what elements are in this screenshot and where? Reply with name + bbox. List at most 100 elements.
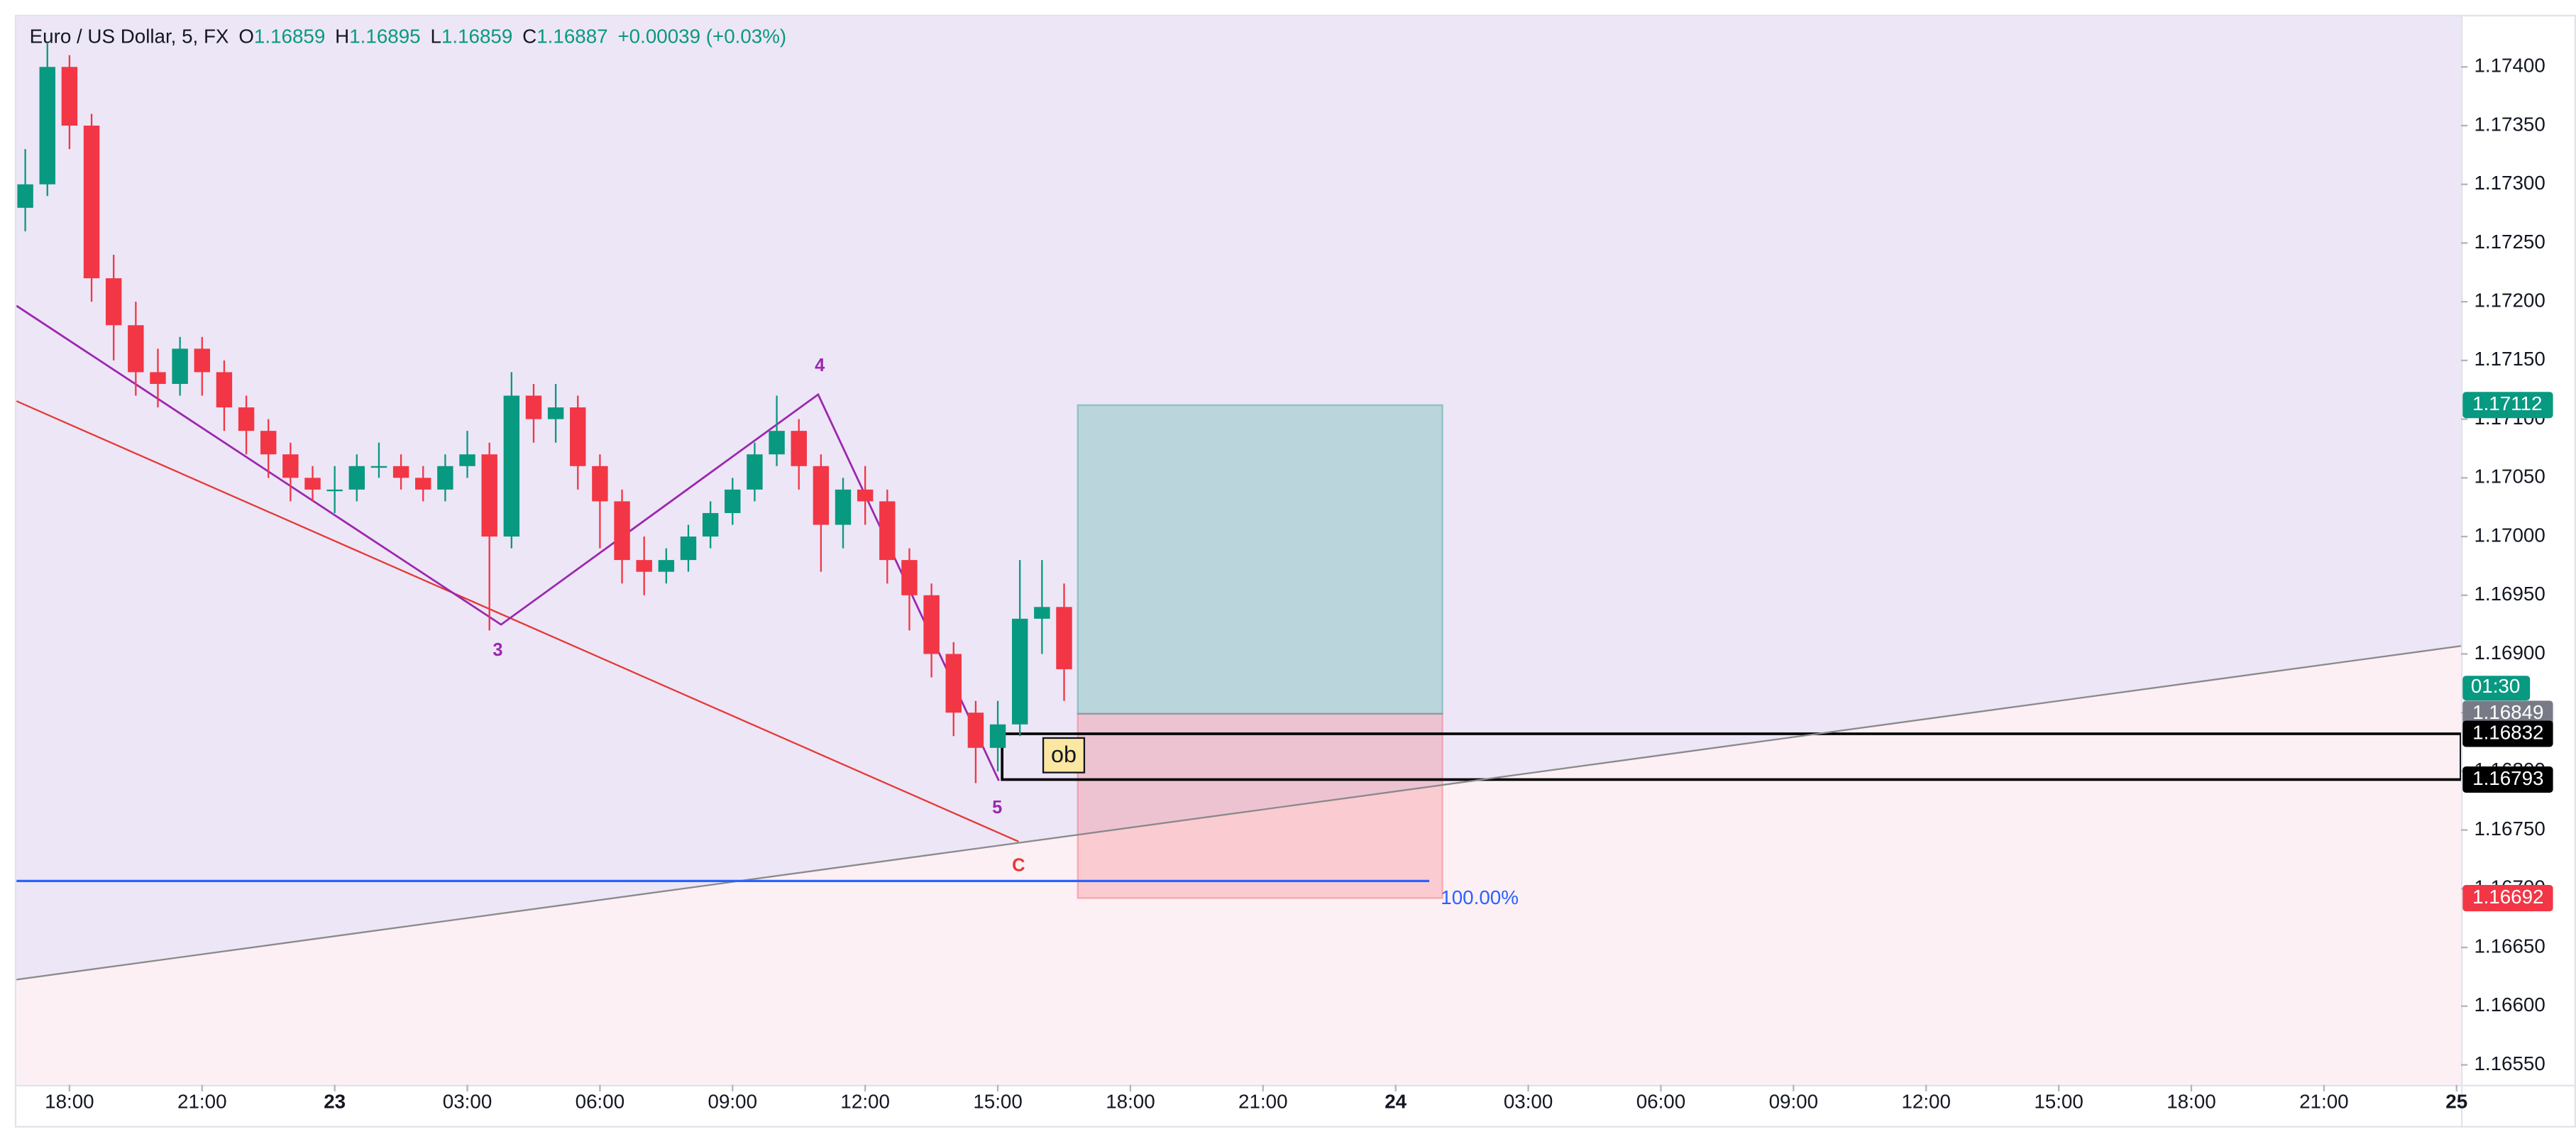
target-zone (1077, 404, 1443, 715)
y-tick-label: 1.16750 (2474, 818, 2545, 840)
price-tag: 1.16793 (2472, 767, 2543, 789)
candle-body (304, 478, 321, 490)
candle-body (1034, 607, 1050, 619)
ohlc-label: C (522, 26, 536, 48)
x-tick-label: 09:00 (708, 1090, 757, 1112)
y-tick-label: 1.17400 (2474, 55, 2545, 77)
x-tick-label: 21:00 (1238, 1090, 1287, 1112)
candle-body (105, 278, 122, 326)
x-tick-label: 03:00 (1504, 1090, 1553, 1112)
candle-body (680, 537, 697, 561)
x-tick-label: 23 (324, 1090, 346, 1112)
x-tick-label: 15:00 (2034, 1090, 2083, 1112)
candle-body (547, 407, 564, 419)
price-tag: 1.16692 (2472, 886, 2543, 908)
ohlc-value: 1.16859 (441, 26, 512, 48)
ohlc-label: O (238, 26, 254, 48)
x-tick-label: 25 (2445, 1090, 2467, 1112)
y-tick-label: 1.17050 (2474, 466, 2545, 488)
stop-zone (1077, 713, 1443, 899)
candle-body (39, 67, 55, 185)
candle-body (636, 560, 652, 572)
x-tick-label: 15:00 (973, 1090, 1022, 1112)
ob-label: ob (1051, 742, 1077, 767)
y-tick-label: 1.16600 (2474, 994, 2545, 1016)
drawings-back (1001, 404, 2462, 899)
candle-body (194, 348, 210, 373)
price-tag-bg (2462, 766, 2553, 793)
candle-body (857, 489, 874, 502)
ohlc-label: L (430, 26, 441, 48)
x-tick-label: 21:00 (177, 1090, 226, 1112)
x-tick-label: 09:00 (1769, 1090, 1818, 1112)
x-tick-label: 21:00 (2299, 1090, 2348, 1112)
y-tick-label: 1.17300 (2474, 172, 2545, 194)
x-tick-label: 24 (1385, 1090, 1407, 1112)
price-tag: 1.16849 (2472, 701, 2543, 723)
candle-body (791, 431, 807, 466)
candle-body (216, 372, 233, 408)
frame (14, 14, 2576, 1128)
candle-body (238, 407, 255, 431)
fib-label: 100.00% (1441, 886, 1519, 908)
x-tick-label: 18:00 (2167, 1090, 2216, 1112)
candle-body (813, 466, 830, 525)
candle-body (17, 184, 33, 208)
ohlc-value: 1.16895 (349, 26, 420, 48)
time-axis-bg (0, 1084, 2576, 1144)
countdown: 01:30 (2471, 675, 2520, 697)
candle-body (150, 372, 166, 384)
y-tick-label: 1.17150 (2474, 348, 2545, 370)
trend-line (16, 645, 2462, 981)
pink-zone (16, 646, 2461, 1085)
candle-body (1011, 618, 1028, 725)
symbol: Euro / US Dollar, 5, FX (30, 26, 229, 48)
y-tick-label: 1.17350 (2474, 113, 2545, 135)
candle-body (260, 431, 277, 455)
x-tick-label: 06:00 (576, 1090, 624, 1112)
candle-body (503, 395, 520, 537)
candle-body (923, 595, 940, 654)
price-tag: 1.17112 (2472, 392, 2542, 414)
price-tag-bg (2462, 720, 2553, 747)
candle-body (725, 489, 741, 513)
y-tick-label: 1.17200 (2474, 290, 2545, 312)
chart-header: Euro / US Dollar, 5, FX O1.16859 H1.16895 L… (30, 26, 786, 48)
candle-body (592, 466, 608, 502)
y-tick-label: 1.16950 (2474, 583, 2545, 605)
x-tick-label: 12:00 (840, 1090, 889, 1112)
price-tag: 1.16832 (2472, 721, 2543, 743)
candle-body (392, 466, 409, 478)
candle-body (945, 654, 962, 713)
candle-body (61, 67, 78, 126)
ohlc-value: 1.16859 (254, 26, 325, 48)
candle-body (83, 126, 100, 279)
change: +0.00039 (+0.03%) (617, 26, 786, 48)
candle-body (459, 454, 475, 466)
candle-body (989, 724, 1006, 748)
candle-body (172, 348, 188, 384)
candle-body (326, 489, 343, 492)
y-tick-label: 1.16650 (2474, 935, 2545, 957)
x-tick-label: 12:00 (1901, 1090, 1950, 1112)
y-tick-label: 1.17000 (2474, 524, 2545, 546)
candles (17, 43, 1072, 783)
candle-body (370, 466, 387, 468)
candle-body (525, 395, 542, 419)
wave-label: 3 (492, 640, 502, 660)
x-tick-label: 18:00 (45, 1090, 94, 1112)
y-tick-label: 1.16550 (2474, 1052, 2545, 1074)
price-axis-bg (2460, 0, 2576, 1144)
axes: 1.17400 1.17350 1.17300 1.17250 1.17200 1.171… (45, 55, 2553, 1112)
x-tick-label: 03:00 (443, 1090, 492, 1112)
candle-body (415, 478, 431, 490)
candle-body (658, 560, 675, 572)
countdown-bg (2462, 676, 2531, 700)
candle-body (437, 466, 453, 490)
candle-body (769, 431, 785, 455)
candle-body (570, 407, 586, 466)
candle-body (282, 454, 299, 478)
x-tick-label: 06:00 (1636, 1090, 1685, 1112)
wave-label: 4 (815, 356, 825, 375)
